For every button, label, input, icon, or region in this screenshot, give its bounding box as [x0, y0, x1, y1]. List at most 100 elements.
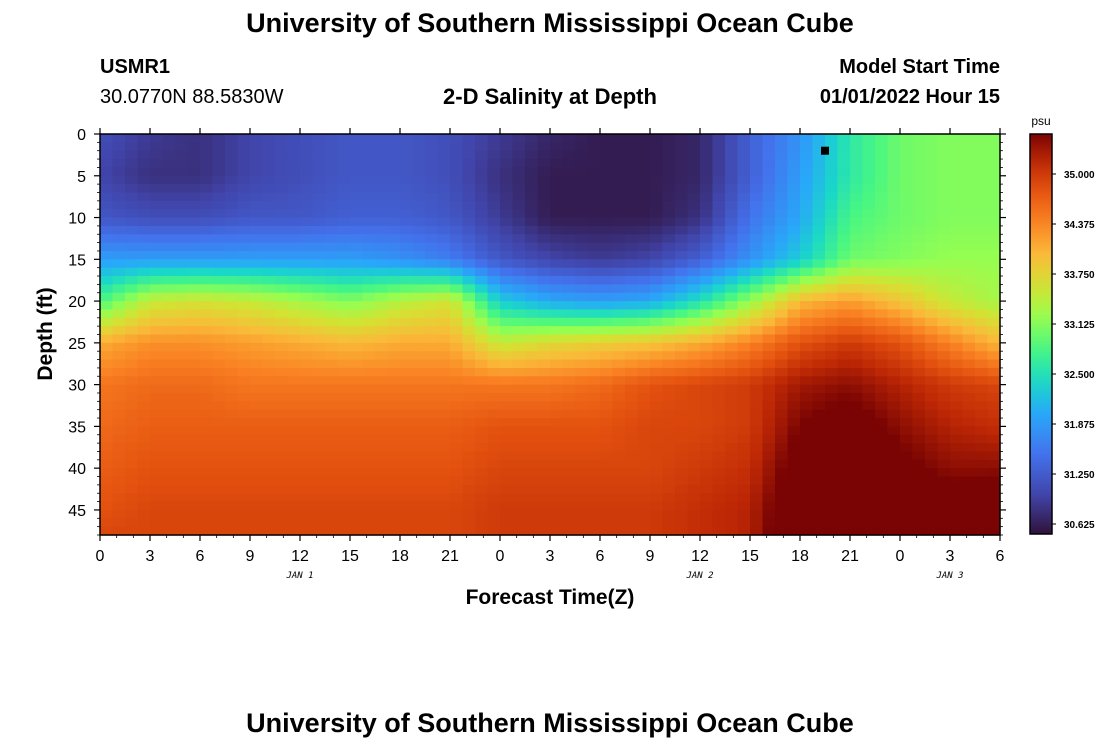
heatmap-cell	[787, 484, 801, 494]
heatmap-cell	[475, 376, 489, 386]
heatmap-cell	[200, 359, 214, 369]
colorbar-tick-label: 31.250	[1064, 470, 1095, 481]
heatmap-cell	[100, 501, 114, 511]
heatmap-cell	[675, 434, 689, 444]
heatmap-cell	[712, 259, 726, 269]
heatmap-cell	[312, 192, 326, 202]
heatmap-cell	[662, 267, 676, 277]
heatmap-cell	[862, 434, 876, 444]
heatmap-cell	[850, 509, 864, 519]
heatmap-cell	[437, 134, 451, 143]
heatmap-cell	[675, 468, 689, 478]
heatmap-cell	[250, 384, 264, 394]
heatmap-cell	[750, 509, 764, 519]
heatmap-cell	[162, 493, 176, 503]
heatmap-cell	[237, 426, 251, 436]
heatmap-cell	[350, 292, 364, 302]
heatmap-cell	[375, 459, 389, 469]
heatmap-cell	[387, 242, 401, 252]
heatmap-cell	[237, 351, 251, 361]
heatmap-cell	[950, 200, 964, 210]
heatmap-cell	[112, 509, 126, 519]
heatmap-cell	[525, 167, 539, 177]
heatmap-cell	[787, 234, 801, 244]
heatmap-cell	[312, 250, 326, 260]
heatmap-cell	[725, 225, 739, 235]
heatmap-cell	[887, 301, 901, 311]
heatmap-cell	[125, 509, 139, 519]
heatmap-cell	[262, 234, 276, 244]
heatmap-cell	[925, 167, 939, 177]
heatmap-cell	[150, 159, 164, 169]
heatmap-cell	[325, 418, 339, 427]
heatmap-cell	[212, 518, 226, 528]
heatmap-cell	[262, 167, 276, 177]
heatmap-cell	[462, 443, 476, 453]
heatmap-cell	[662, 392, 676, 402]
heatmap-cell	[575, 167, 589, 177]
heatmap-cell	[462, 418, 476, 427]
heatmap-cell	[687, 451, 701, 461]
heatmap-cell	[350, 384, 364, 394]
heatmap-cell	[900, 367, 914, 377]
heatmap-cell	[725, 167, 739, 177]
heatmap-cell	[450, 259, 464, 269]
heatmap-cell	[875, 518, 889, 528]
heatmap-cell	[100, 392, 114, 402]
heatmap-cell	[237, 443, 251, 453]
heatmap-cell	[525, 184, 539, 194]
heatmap-cell	[500, 518, 514, 528]
heatmap-cell	[800, 167, 814, 177]
heatmap-cell	[575, 384, 589, 394]
heatmap-cell	[862, 259, 876, 269]
heatmap-cell	[337, 434, 351, 444]
heatmap-cell	[250, 518, 264, 528]
heatmap-cell	[775, 250, 789, 260]
heatmap-cell	[562, 476, 576, 486]
heatmap-cell	[525, 150, 539, 160]
heatmap-cell	[262, 192, 276, 202]
heatmap-cell	[612, 401, 626, 411]
heatmap-cell	[825, 217, 839, 227]
heatmap-cell	[412, 468, 426, 478]
heatmap-cell	[175, 317, 189, 327]
heatmap-cell	[975, 134, 989, 143]
heatmap-cell	[600, 451, 614, 461]
heatmap-cell	[187, 276, 201, 285]
heatmap-cell	[287, 443, 301, 453]
heatmap-cell	[675, 284, 689, 294]
heatmap-cell	[637, 184, 651, 194]
heatmap-cell	[637, 476, 651, 486]
heatmap-cell	[737, 217, 751, 227]
heatmap-cell	[700, 309, 714, 319]
heatmap-cell	[362, 134, 376, 143]
heatmap-cell	[862, 409, 876, 419]
heatmap-cell	[950, 409, 964, 419]
heatmap-cell	[537, 334, 551, 344]
heatmap-cell	[437, 367, 451, 377]
heatmap-cell	[950, 509, 964, 519]
heatmap-cell	[950, 250, 964, 260]
heatmap-cell	[262, 426, 276, 436]
heatmap-cell	[600, 493, 614, 503]
heatmap-cell	[612, 334, 626, 344]
heatmap-cell	[412, 409, 426, 419]
heatmap-cell	[862, 184, 876, 194]
heatmap-cell	[100, 326, 114, 336]
heatmap-cell	[175, 476, 189, 486]
heatmap-cell	[525, 484, 539, 494]
heatmap-cell	[700, 159, 714, 169]
heatmap-cell	[487, 200, 501, 210]
heatmap-cell	[887, 468, 901, 478]
heatmap-cell	[975, 167, 989, 177]
heatmap-cell	[962, 443, 976, 453]
heatmap-cell	[225, 234, 239, 244]
heatmap-cells	[100, 134, 1001, 536]
heatmap-cell	[825, 200, 839, 210]
heatmap-cell	[987, 418, 1001, 427]
heatmap-cell	[512, 459, 526, 469]
heatmap-cell	[200, 334, 214, 344]
heatmap-cell	[637, 518, 651, 528]
heatmap-cell	[625, 142, 639, 152]
heatmap-cell	[962, 493, 976, 503]
